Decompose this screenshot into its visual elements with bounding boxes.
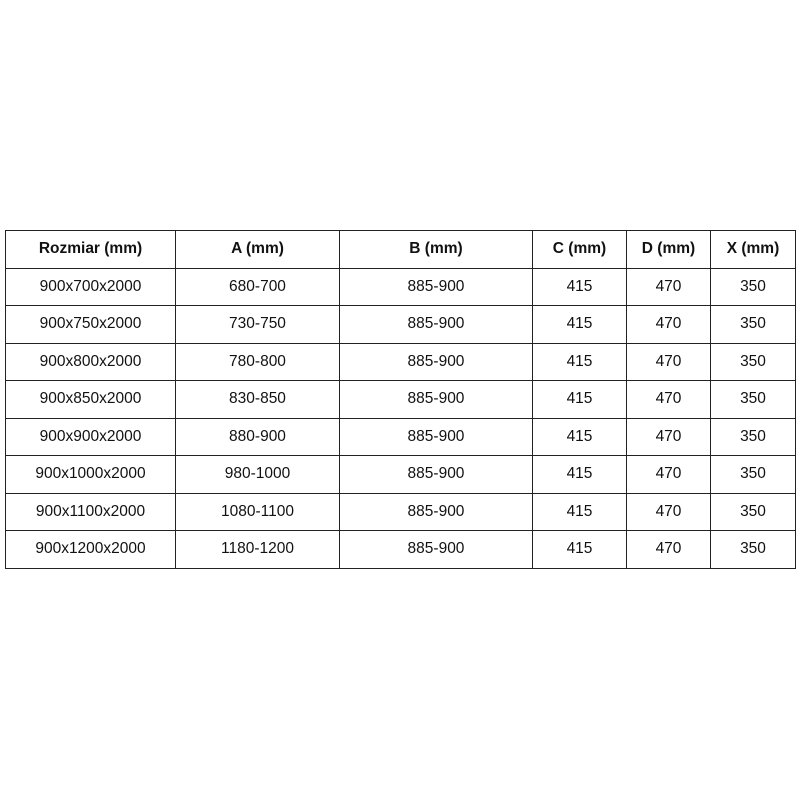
cell-b: 885-900	[339, 530, 533, 569]
cell-b: 885-900	[339, 267, 533, 306]
column-header-a: A (mm)	[175, 230, 340, 269]
cell-x: 350	[710, 417, 796, 456]
cell-c: 415	[532, 305, 627, 344]
cell-size: 900x800x2000	[5, 342, 176, 381]
column-header-d: D (mm)	[626, 230, 711, 269]
cell-x: 350	[710, 455, 796, 494]
table-row: 900x1000x2000 980-1000 885-900 415 470 350	[5, 455, 796, 494]
cell-size: 900x900x2000	[5, 417, 176, 456]
cell-d: 470	[626, 492, 711, 531]
cell-d: 470	[626, 530, 711, 569]
cell-b: 885-900	[339, 455, 533, 494]
table-row: 900x850x2000 830-850 885-900 415 470 350	[5, 380, 796, 419]
cell-b: 885-900	[339, 342, 533, 381]
cell-c: 415	[532, 342, 627, 381]
cell-size: 900x700x2000	[5, 267, 176, 306]
cell-c: 415	[532, 530, 627, 569]
cell-a: 1180-1200	[175, 530, 340, 569]
table-row: 900x1100x2000 1080-1100 885-900 415 470 350	[5, 492, 796, 531]
cell-d: 470	[626, 417, 711, 456]
cell-b: 885-900	[339, 417, 533, 456]
cell-size: 900x1100x2000	[5, 492, 176, 531]
cell-c: 415	[532, 380, 627, 419]
cell-a: 780-800	[175, 342, 340, 381]
cell-a: 980-1000	[175, 455, 340, 494]
cell-d: 470	[626, 305, 711, 344]
cell-b: 885-900	[339, 380, 533, 419]
table-row: 900x900x2000 880-900 885-900 415 470 350	[5, 417, 796, 456]
cell-size: 900x850x2000	[5, 380, 176, 419]
cell-d: 470	[626, 380, 711, 419]
cell-b: 885-900	[339, 492, 533, 531]
cell-d: 470	[626, 267, 711, 306]
cell-c: 415	[532, 492, 627, 531]
table-row: 900x750x2000 730-750 885-900 415 470 350	[5, 305, 796, 344]
cell-x: 350	[710, 342, 796, 381]
dimensions-table: Rozmiar (mm) A (mm) B (mm) C (mm) D (mm) X (m…	[5, 230, 796, 569]
column-header-c: C (mm)	[532, 230, 627, 269]
cell-size: 900x1200x2000	[5, 530, 176, 569]
column-header-b: B (mm)	[339, 230, 533, 269]
cell-c: 415	[532, 455, 627, 494]
cell-d: 470	[626, 455, 711, 494]
table-row: 900x800x2000 780-800 885-900 415 470 350	[5, 342, 796, 381]
cell-b: 885-900	[339, 305, 533, 344]
table-row: 900x1200x2000 1180-1200 885-900 415 470 350	[5, 530, 796, 569]
cell-x: 350	[710, 492, 796, 531]
header-row: Rozmiar (mm) A (mm) B (mm) C (mm) D (mm) X (m…	[5, 230, 796, 269]
cell-c: 415	[532, 417, 627, 456]
cell-size: 900x750x2000	[5, 305, 176, 344]
cell-d: 470	[626, 342, 711, 381]
column-header-x: X (mm)	[710, 230, 796, 269]
cell-a: 680-700	[175, 267, 340, 306]
cell-x: 350	[710, 380, 796, 419]
cell-a: 830-850	[175, 380, 340, 419]
cell-size: 900x1000x2000	[5, 455, 176, 494]
table-row: 900x700x2000 680-700 885-900 415 470 350	[5, 267, 796, 306]
cell-a: 1080-1100	[175, 492, 340, 531]
cell-a: 880-900	[175, 417, 340, 456]
column-header-size: Rozmiar (mm)	[5, 230, 176, 269]
cell-x: 350	[710, 530, 796, 569]
cell-x: 350	[710, 267, 796, 306]
cell-c: 415	[532, 267, 627, 306]
cell-a: 730-750	[175, 305, 340, 344]
cell-x: 350	[710, 305, 796, 344]
